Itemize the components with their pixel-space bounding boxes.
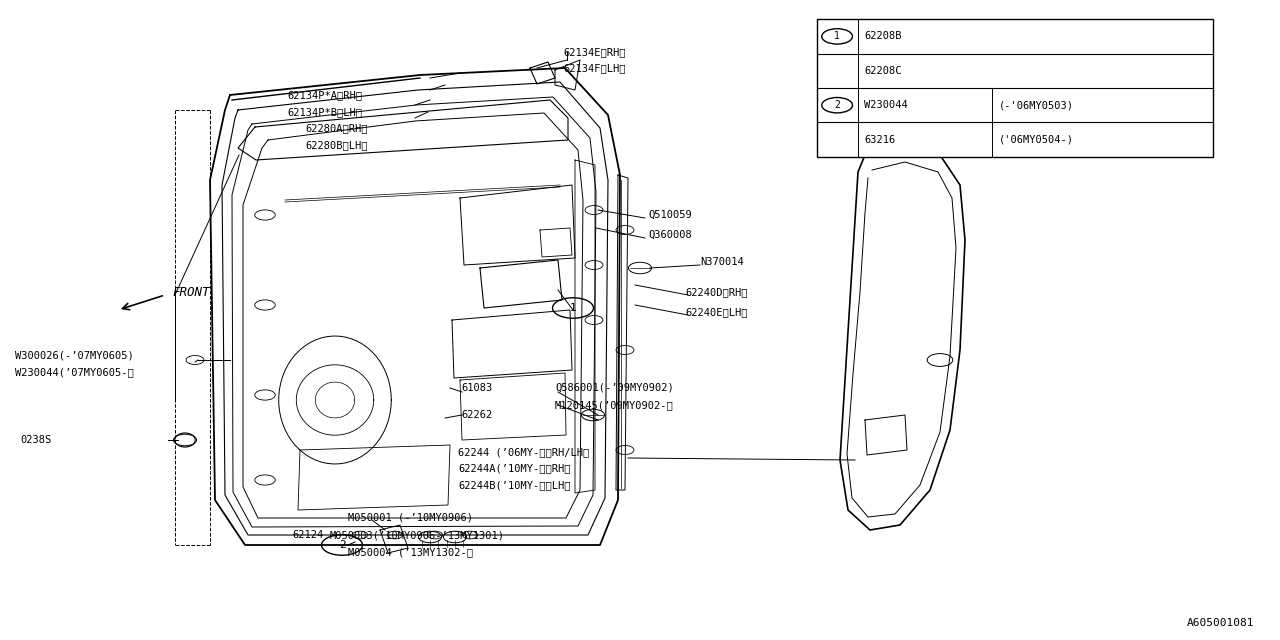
Text: M050003(’10MY0906-’13MY1301): M050003(’10MY0906-’13MY1301) [330, 530, 506, 540]
Text: 62134F〈LH〉: 62134F〈LH〉 [563, 63, 626, 73]
Text: 62240E〈LH〉: 62240E〈LH〉 [685, 307, 748, 317]
Text: (-'06MY0503): (-'06MY0503) [998, 100, 1074, 110]
Text: 62134P*A〈RH〉: 62134P*A〈RH〉 [287, 90, 362, 100]
Text: W230044(’07MY0605-〉: W230044(’07MY0605-〉 [15, 367, 133, 377]
Text: 62134P*B〈LH〉: 62134P*B〈LH〉 [287, 107, 362, 117]
Text: 2: 2 [835, 100, 840, 110]
Text: 62134E〈RH〉: 62134E〈RH〉 [563, 47, 626, 57]
Text: 62240D〈RH〉: 62240D〈RH〉 [685, 287, 748, 297]
Text: 61083: 61083 [461, 383, 493, 393]
Text: 62262: 62262 [461, 410, 493, 420]
Text: N370014: N370014 [700, 257, 744, 267]
Text: 1: 1 [835, 31, 840, 42]
Text: W300026(-’07MY0605): W300026(-’07MY0605) [15, 350, 133, 360]
Text: Q510059: Q510059 [648, 210, 691, 220]
Bar [817, 19, 1213, 157]
Text: 62280B〈LH〉: 62280B〈LH〉 [305, 140, 367, 150]
Text: 63216: 63216 [864, 134, 895, 145]
Text: Q586001(-’09MY0902): Q586001(-’09MY0902) [556, 383, 673, 393]
Text: 62208B: 62208B [864, 31, 901, 42]
Text: 0238S: 0238S [20, 435, 51, 445]
Text: FRONT: FRONT [172, 285, 210, 298]
Text: M050001 (-’10MY0906): M050001 (-’10MY0906) [348, 513, 474, 523]
Text: Q360008: Q360008 [648, 230, 691, 240]
Text: 62244A(’10MY-〉〈RH〉: 62244A(’10MY-〉〈RH〉 [458, 463, 571, 473]
Text: W230044: W230044 [864, 100, 908, 110]
Text: ('06MY0504-): ('06MY0504-) [998, 134, 1074, 145]
Text: A605001081: A605001081 [1187, 618, 1254, 628]
Text: 62124: 62124 [292, 530, 324, 540]
Text: 62280A〈RH〉: 62280A〈RH〉 [305, 123, 367, 133]
Text: 62208C: 62208C [864, 66, 901, 76]
Text: M120145(’09MY0902-〉: M120145(’09MY0902-〉 [556, 400, 673, 410]
Text: 1: 1 [570, 303, 576, 313]
Text: M050004 (’13MY1302-〉: M050004 (’13MY1302-〉 [348, 547, 474, 557]
Text: 62244B(’10MY-〉〈LH〉: 62244B(’10MY-〉〈LH〉 [458, 480, 571, 490]
Text: 62244 (’06MY-〉〈RH/LH〉: 62244 (’06MY-〉〈RH/LH〉 [458, 447, 589, 457]
Text: 2: 2 [339, 540, 346, 550]
